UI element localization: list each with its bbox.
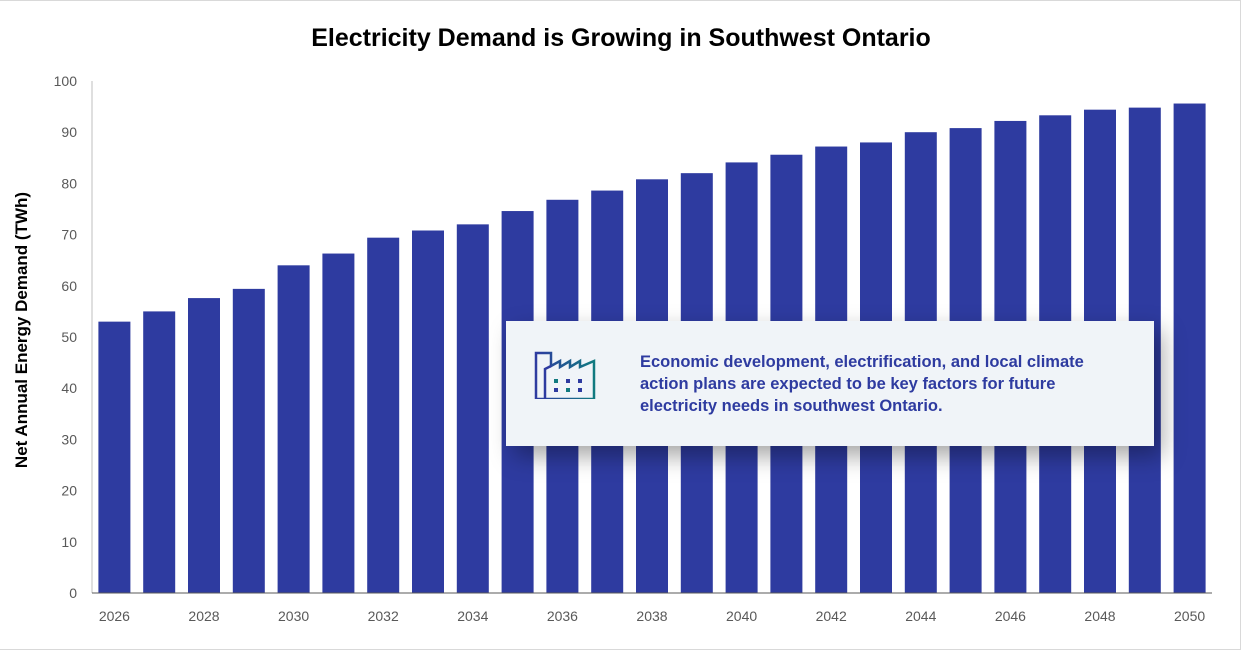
- bar-2032: [367, 237, 400, 593]
- y-tick-label: 60: [61, 278, 77, 294]
- x-tick-label: 2038: [636, 608, 667, 624]
- bar-2034: [456, 224, 489, 594]
- x-tick-label: 2032: [368, 608, 399, 624]
- bar-2033: [412, 230, 444, 593]
- y-tick-label: 40: [61, 380, 77, 396]
- bar-2029: [232, 288, 265, 593]
- bar-2028: [188, 298, 220, 593]
- y-tick-label: 0: [69, 585, 77, 601]
- bar-2050: [1173, 103, 1206, 593]
- y-tick-label: 50: [61, 329, 77, 345]
- y-tick-label: 90: [61, 124, 77, 140]
- x-tick-label: 2044: [905, 608, 936, 624]
- x-tick-label: 2028: [188, 608, 219, 624]
- x-tick-label: 2040: [726, 608, 757, 624]
- x-tick-label: 2034: [457, 608, 488, 624]
- y-tick-label: 80: [61, 175, 77, 191]
- x-tick-label: 2050: [1174, 608, 1205, 624]
- annotation-text: Economic development, electrification, a…: [640, 353, 1084, 415]
- y-tick-label: 30: [61, 431, 77, 447]
- y-tick-label: 70: [61, 227, 77, 243]
- x-tick-label: 2030: [278, 608, 309, 624]
- bar-2026: [98, 321, 131, 593]
- chart-title: Electricity Demand is Growing in Southwe…: [311, 24, 931, 52]
- x-tick-label: 2026: [99, 608, 130, 624]
- annotation-callout: Economic development, electrification, a…: [506, 321, 1154, 446]
- factory-icon: [534, 351, 596, 399]
- y-tick-label: 100: [54, 73, 78, 89]
- bar-2031: [322, 253, 355, 593]
- bar-2027: [143, 311, 176, 593]
- x-tick-label: 2036: [547, 608, 578, 624]
- y-tick-label: 20: [61, 483, 77, 499]
- x-tick-label: 2046: [995, 608, 1026, 624]
- x-tick-label: 2042: [816, 608, 847, 624]
- x-tick-label: 2048: [1084, 608, 1115, 624]
- bar-2030: [277, 265, 310, 593]
- y-tick-label: 10: [61, 534, 77, 550]
